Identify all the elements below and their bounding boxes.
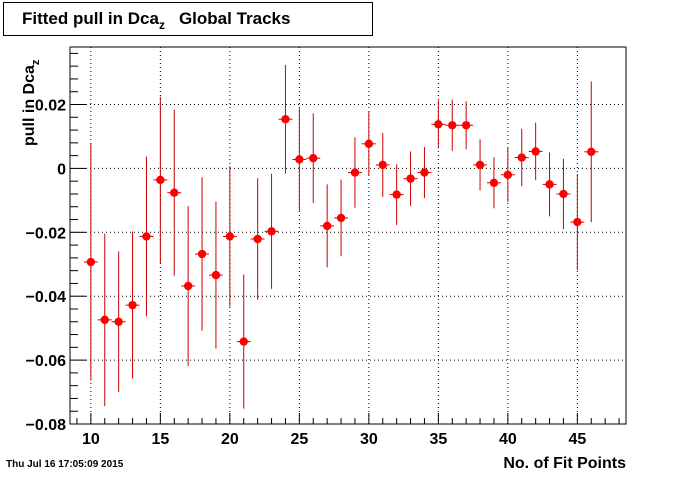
chart-title: Fitted pull in Dcaz Global Tracks xyxy=(22,9,290,32)
chart-title-main: Fitted pull in Dca xyxy=(22,9,159,28)
data-point xyxy=(461,121,471,130)
data-point xyxy=(309,153,318,163)
timestamp: Thu Jul 16 17:05:09 2015 xyxy=(6,459,124,470)
data-point xyxy=(322,221,332,231)
data-point xyxy=(142,232,151,241)
plot-frame xyxy=(69,46,627,425)
x-tick-label: 45 xyxy=(568,431,586,448)
data-point xyxy=(489,178,499,187)
data-point xyxy=(392,190,401,199)
x-axis-label: No. of Fit Points xyxy=(503,455,626,472)
y-tick-label: −0.04 xyxy=(26,289,67,306)
y-tick-label: −0.06 xyxy=(26,353,67,370)
y-tick-label: −0.08 xyxy=(26,417,67,434)
y-tick-label: 0.02 xyxy=(35,98,66,115)
data-point xyxy=(503,170,513,179)
data-point xyxy=(559,189,568,199)
data-point xyxy=(225,232,235,241)
data-point xyxy=(156,175,165,185)
data-point xyxy=(531,147,540,156)
data-point xyxy=(211,270,221,280)
data-point xyxy=(253,234,262,244)
data-point xyxy=(267,227,276,236)
data-point xyxy=(128,300,137,310)
x-tick-label: 20 xyxy=(221,431,239,448)
data-point xyxy=(100,315,109,325)
x-tick-label: 25 xyxy=(290,431,308,448)
data-point xyxy=(420,168,429,177)
x-tick-label: 40 xyxy=(499,431,517,448)
data-point xyxy=(86,257,96,267)
chart-title-suffix: Global Tracks xyxy=(179,9,291,28)
data-point xyxy=(545,180,554,189)
data-points xyxy=(83,64,599,409)
chart-title-subscript: z xyxy=(159,18,165,32)
data-point xyxy=(573,217,582,227)
x-tick-label: 15 xyxy=(151,431,169,448)
y-tick-labels: −0.08 −0.06 −0.04 −0.02 0 0.02 xyxy=(26,98,67,434)
data-point xyxy=(295,155,304,164)
data-point xyxy=(364,139,374,149)
data-point xyxy=(475,160,485,170)
data-point xyxy=(434,120,443,129)
axis-ticks xyxy=(70,52,620,425)
data-point xyxy=(336,213,346,223)
y-axis-label-main: pull in Dca xyxy=(21,65,38,146)
data-point xyxy=(448,121,457,130)
data-point xyxy=(239,337,248,346)
y-axis-label: pull in Dcaz xyxy=(21,59,42,146)
data-point xyxy=(281,115,290,124)
title-box xyxy=(3,2,373,36)
data-point xyxy=(517,153,526,162)
y-tick-label: 0 xyxy=(57,161,66,178)
x-tick-label: 10 xyxy=(82,431,100,448)
data-point xyxy=(378,160,387,170)
data-point xyxy=(197,249,207,259)
x-tick-labels: 10 15 20 25 30 35 40 45 xyxy=(82,431,586,448)
x-tick-label: 35 xyxy=(429,431,447,448)
y-tick-label: −0.02 xyxy=(26,225,67,242)
data-point xyxy=(350,168,360,177)
data-point xyxy=(406,174,415,183)
data-point xyxy=(183,281,193,291)
data-point xyxy=(170,188,179,197)
data-point xyxy=(114,317,123,326)
grid xyxy=(70,47,626,425)
data-point xyxy=(587,147,596,156)
y-axis-label-subscript: z xyxy=(30,59,42,65)
x-tick-label: 30 xyxy=(360,431,378,448)
